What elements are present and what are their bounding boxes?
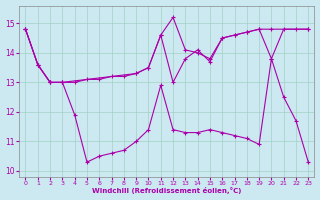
X-axis label: Windchill (Refroidissement éolien,°C): Windchill (Refroidissement éolien,°C) [92, 187, 242, 194]
